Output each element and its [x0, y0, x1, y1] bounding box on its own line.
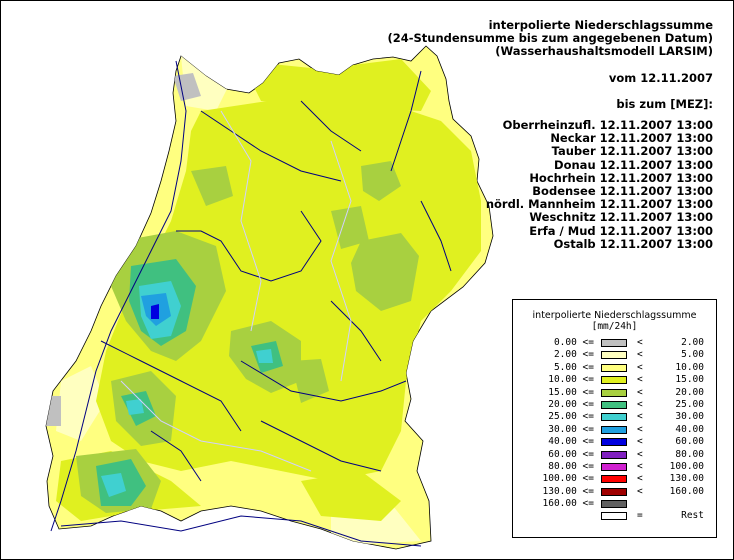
precipitation-zones	[46, 56, 481, 546]
legend-color-swatch	[601, 425, 627, 434]
gauge-row-tauber: Tauber 12.11.2007 13:00	[551, 144, 713, 159]
legend-lower-bound: 130.00 <=	[542, 485, 594, 497]
legend-operator: <	[637, 423, 643, 435]
until-line: bis zum [MEZ]:	[616, 96, 713, 111]
legend-unit: [mm/24h]	[591, 321, 638, 332]
legend-lower-bound: 10.00 <=	[548, 374, 594, 386]
legend-lower-bound: 20.00 <=	[548, 398, 594, 410]
legend-lower-bound: 15.00 <=	[548, 386, 594, 398]
legend-color-swatch	[601, 487, 627, 496]
legend-operator: <	[637, 473, 643, 485]
legend-row: = Rest	[513, 510, 716, 522]
legend-lower-bound: 0.00 <=	[553, 337, 594, 348]
legend-upper-bound: Rest	[681, 510, 704, 522]
legend-row: 40.00 <= <60.00	[513, 436, 716, 448]
legend-color-swatch	[601, 388, 627, 397]
legend-color-swatch	[601, 363, 627, 372]
legend-upper-bound: 5.00	[681, 349, 704, 361]
legend-lower-bound: 40.00 <=	[548, 436, 594, 448]
gauge-row-neckar: Neckar 12.11.2007 13:00	[550, 131, 713, 146]
title-line-1: interpolierte Niederschlagssumme	[488, 18, 713, 32]
legend-color-swatch	[601, 462, 627, 471]
legend-color-swatch	[601, 475, 627, 484]
legend-upper-bound: 20.00	[675, 386, 704, 398]
legend-operator: <	[637, 337, 643, 348]
legend-title: interpolierte Niederschlagssumme	[532, 310, 697, 321]
legend-lower-bound: 25.00 <=	[548, 411, 594, 423]
gauge-row-ostalb: Ostalb 12.11.2007 13:00	[553, 236, 713, 251]
legend-color-swatch	[601, 351, 627, 360]
legend-lower-bound: 2.00 <=	[553, 349, 594, 361]
river-network	[50, 60, 452, 547]
legend-row: 10.00 <= <15.00	[513, 374, 716, 386]
legend-row: 100.00 <= <130.00	[513, 473, 716, 485]
title-line-2: (24-Stundensumme bis zum angegebenen Dat…	[387, 31, 713, 46]
legend-lower-bound: 160.00 <=	[542, 498, 594, 510]
legend-row: 20.00 <= <25.00	[513, 399, 716, 411]
legend-operator: =	[637, 510, 643, 522]
gauge-row-hochrhein: Hochrhein 12.11.2007 13:00	[529, 170, 713, 185]
legend-operator: <	[637, 361, 643, 373]
legend-upper-bound: 10.00	[675, 361, 704, 373]
legend-row: 5.00 <= <10.00	[513, 362, 716, 374]
legend-row: 15.00 <= <20.00	[513, 387, 716, 399]
legend-color-swatch	[601, 450, 627, 459]
legend-operator: <	[637, 398, 643, 410]
legend-row: 25.00 <= <30.00	[513, 411, 716, 423]
legend-row: 80.00 <= <100.00	[513, 461, 716, 473]
legend-upper-bound: 2.00	[681, 337, 704, 348]
gauge-row-bodensee: Bodensee 12.11.2007 13:00	[532, 184, 713, 199]
legend-upper-bound: 160.00	[669, 485, 704, 497]
legend-color-swatch	[601, 400, 627, 409]
date-line: vom 12.11.2007	[608, 70, 713, 85]
legend-upper-bound: 100.00	[669, 460, 704, 472]
legend-upper-bound: 40.00	[675, 423, 704, 435]
legend-lower-bound: 100.00 <=	[542, 473, 594, 485]
legend-color-swatch	[601, 376, 627, 385]
legend-row: 30.00 <= <40.00	[513, 424, 716, 436]
legend-lower-bound: 60.00 <=	[548, 448, 594, 460]
legend-operator: <	[637, 411, 643, 423]
legend-upper-bound: 60.00	[675, 436, 704, 448]
gauge-row-oberrheinzufl: Oberrheinzufl. 12.11.2007 13:00	[502, 118, 713, 133]
legend-operator: <	[637, 485, 643, 497]
gauge-row-erfa-mud: Erfa / Mud 12.11.2007 13:00	[529, 223, 713, 238]
legend-upper-bound: 25.00	[675, 398, 704, 410]
title-line-3: (Wasserhaushaltsmodell LARSIM)	[495, 44, 713, 59]
legend-upper-bound: 15.00	[675, 374, 704, 386]
legend-color-swatch	[601, 500, 627, 509]
legend-lower-bound: 30.00 <=	[548, 423, 594, 435]
legend-operator: <	[637, 436, 643, 448]
legend-operator: <	[637, 448, 643, 460]
gauge-time-list: Oberrheinzufl. 12.11.2007 13:00 Neckar 1…	[387, 118, 713, 251]
legend-operator: <	[637, 386, 643, 398]
legend-box: interpolierte Niederschlagssumme [mm/24h…	[512, 299, 717, 538]
legend-operator: <	[637, 349, 643, 361]
legend-rows: 0.00 <= <2.00 2.00 <= <5.00 5.00 <= <10.00 10.…	[513, 337, 716, 523]
legend-upper-bound: 80.00	[675, 448, 704, 460]
legend-lower-bound: 80.00 <=	[548, 460, 594, 472]
catchment-boundaries	[120, 110, 352, 472]
legend-color-swatch	[601, 512, 627, 521]
legend-upper-bound: 30.00	[675, 411, 704, 423]
gauge-row-noerdl-mannheim: nördl. Mannheim 12.11.2007 13:00	[485, 197, 713, 212]
legend-color-swatch	[601, 339, 627, 347]
legend-row: 60.00 <= <80.00	[513, 449, 716, 461]
legend-row: 130.00 <= <160.00	[513, 486, 716, 498]
legend-upper-bound: 130.00	[669, 473, 704, 485]
legend-lower-bound: 5.00 <=	[553, 361, 594, 373]
map-header: interpolierte Niederschlagssumme (24-Stu…	[387, 18, 713, 251]
legend-operator: <	[637, 374, 643, 386]
legend-row: 0.00 <= <2.00	[513, 337, 716, 349]
gauge-row-weschnitz: Weschnitz 12.11.2007 13:00	[529, 210, 713, 225]
legend-color-swatch	[601, 438, 627, 447]
gauge-row-donau: Donau 12.11.2007 13:00	[554, 157, 713, 172]
legend-color-swatch	[601, 413, 627, 422]
legend-operator: <	[637, 460, 643, 472]
legend-row: 160.00 <=	[513, 498, 716, 510]
legend-row: 2.00 <= <5.00	[513, 349, 716, 361]
